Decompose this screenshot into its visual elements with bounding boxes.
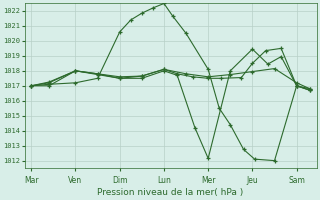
X-axis label: Pression niveau de la mer( hPa ): Pression niveau de la mer( hPa ) (98, 188, 244, 197)
